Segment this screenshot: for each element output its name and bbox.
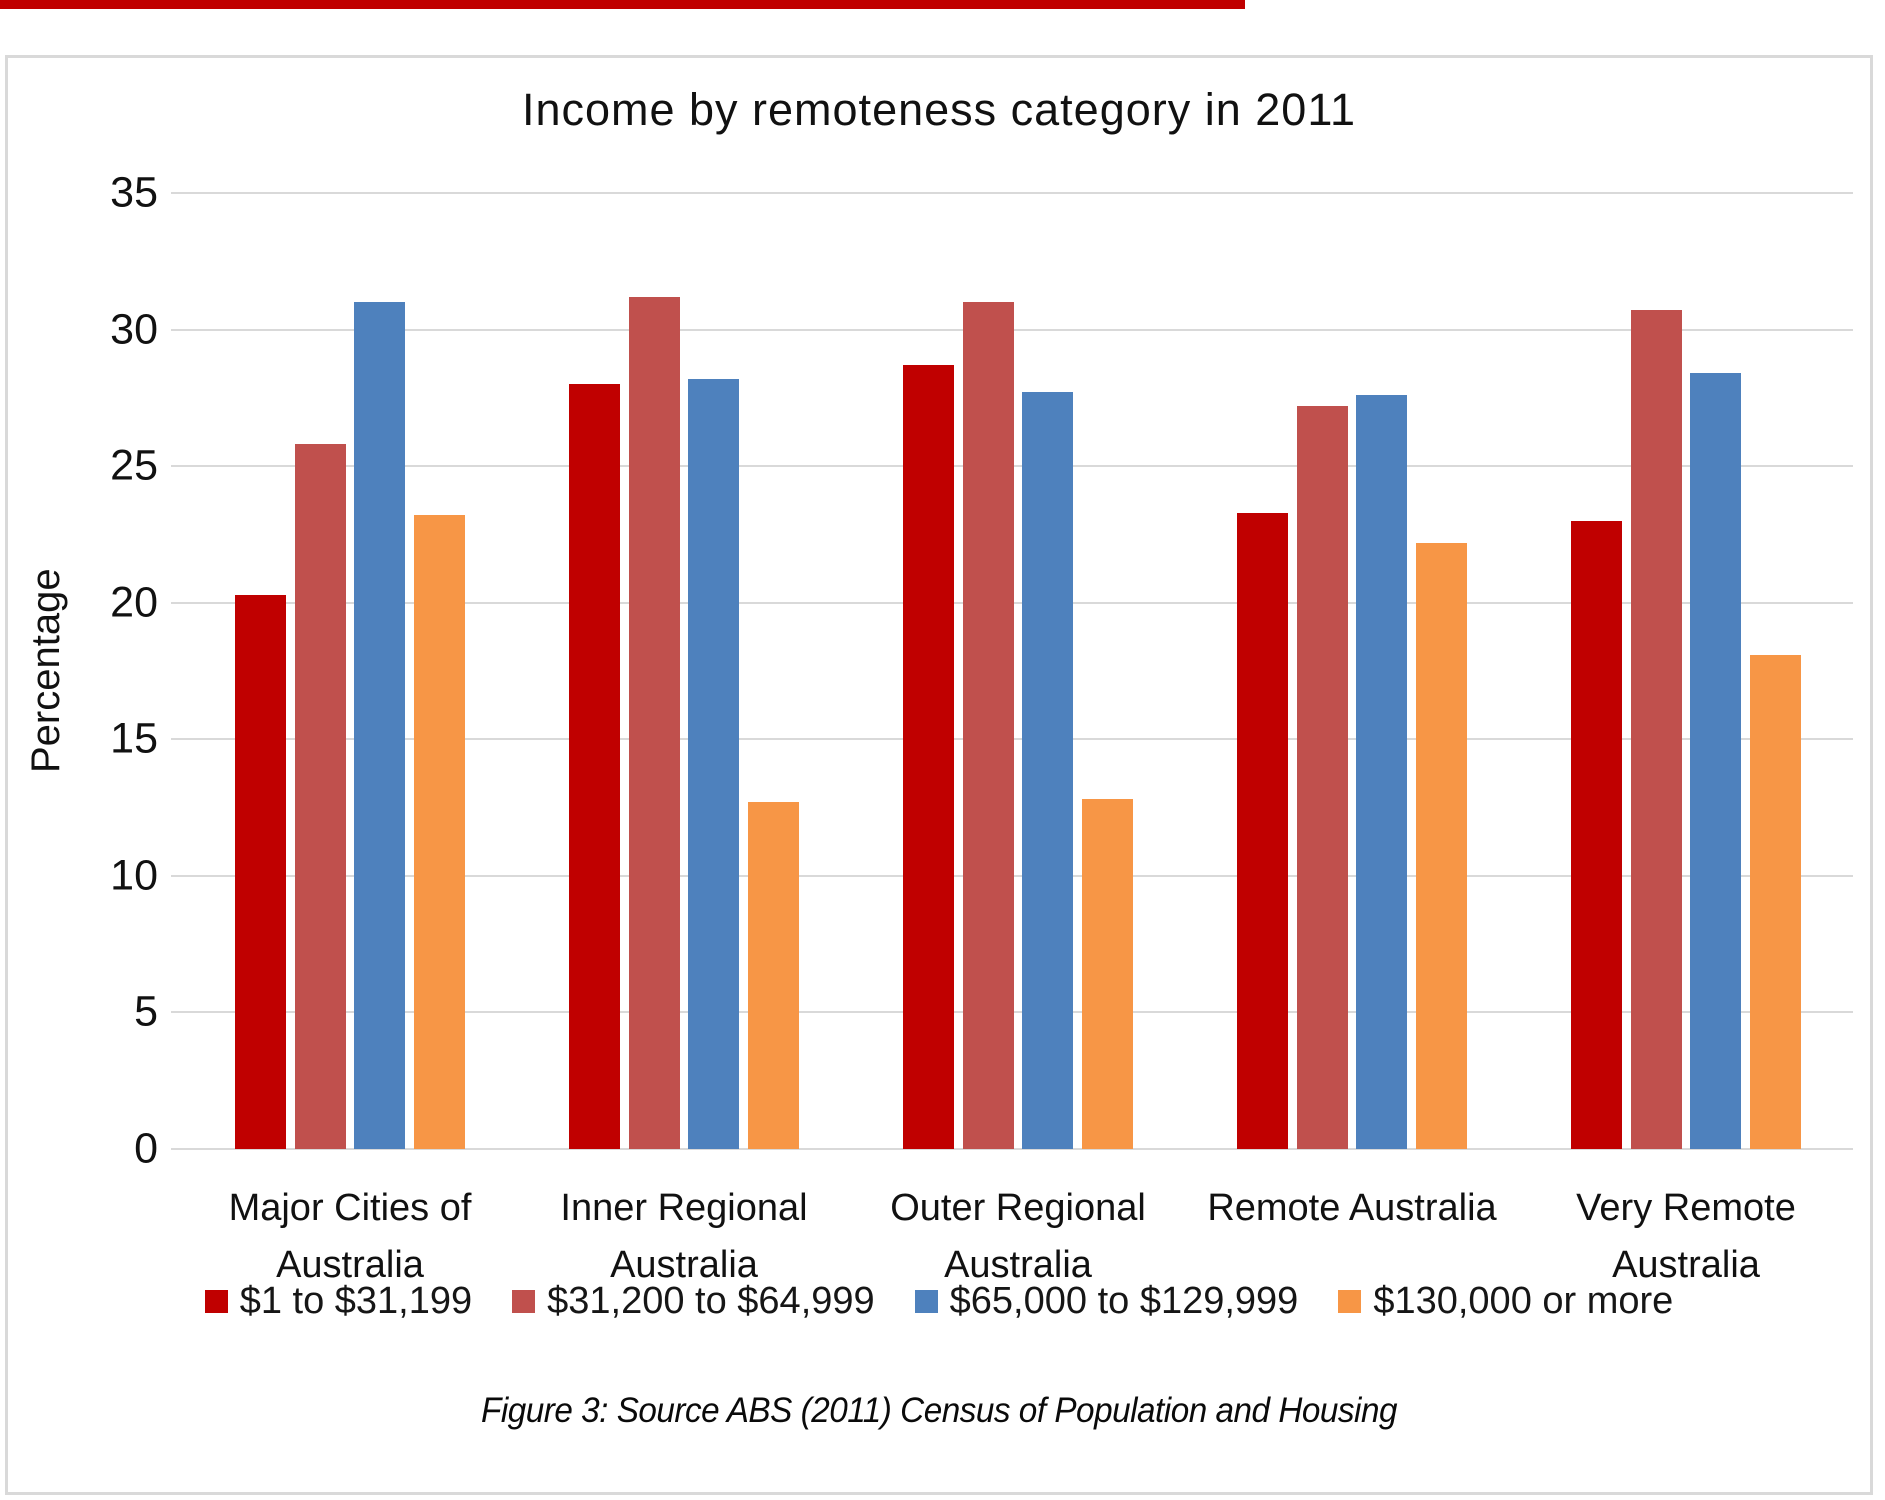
- bar-series3-group1: [354, 302, 406, 1149]
- bar-series4-group2: [747, 802, 799, 1149]
- legend-swatch-icon: [512, 1290, 536, 1313]
- bar-series2-group4: [1296, 406, 1348, 1149]
- y-tick-label-35: 35: [110, 168, 158, 217]
- category-label-line: Very Remote: [1576, 1187, 1796, 1229]
- category-label-line: Australia: [610, 1244, 758, 1286]
- bar-series1-group5: [1571, 520, 1623, 1149]
- legend-item-1: $1 to $31,199: [204, 1280, 473, 1323]
- gridline-35: [171, 192, 1853, 194]
- bar-group-1: [183, 193, 517, 1149]
- category-label-line: Australia: [944, 1244, 1092, 1286]
- category-label-line: Remote Australia: [1207, 1187, 1497, 1229]
- chart-container: Income by remoteness category in 2011 Pe…: [5, 55, 1873, 1495]
- legend-label: $31,200 to $64,999: [547, 1280, 875, 1322]
- legend-item-3: $65,000 to $129,999: [914, 1280, 1299, 1323]
- legend: $1 to $31,199 $31,200 to $64,999 $65,000 t…: [8, 1280, 1870, 1323]
- bar-series4-group4: [1415, 542, 1467, 1149]
- bar-series3-group3: [1022, 392, 1074, 1149]
- bar-series3-group5: [1690, 373, 1742, 1149]
- category-label-line: Inner Regional: [560, 1187, 808, 1229]
- category-label-5: Very Remote Australia: [1519, 1180, 1853, 1294]
- bar-series4-group1: [413, 515, 465, 1149]
- category-label-2: Inner Regional Australia: [517, 1180, 851, 1294]
- bar-series2-group5: [1630, 310, 1682, 1149]
- y-tick-label-0: 0: [134, 1124, 158, 1173]
- y-axis-tick-labels: 0 5 10 15 20 25 30 35: [8, 169, 158, 1173]
- bar-group-4: [1185, 193, 1519, 1149]
- legend-item-2: $31,200 to $64,999: [512, 1280, 875, 1323]
- bar-series3-group2: [688, 378, 740, 1149]
- gridline-0: [171, 1148, 1853, 1150]
- bar-series1-group2: [569, 384, 621, 1149]
- bar-group-3: [851, 193, 1185, 1149]
- category-label-line: Major Cities of: [228, 1187, 472, 1229]
- bar-series1-group1: [235, 594, 287, 1149]
- category-label-3: Outer Regional Australia: [851, 1180, 1185, 1294]
- bar-series2-group3: [962, 302, 1014, 1149]
- bar-series4-group3: [1081, 799, 1133, 1149]
- plot-area: [171, 192, 1853, 1150]
- top-red-strip: [0, 0, 1245, 9]
- legend-item-4: $130,000 or more: [1338, 1280, 1673, 1323]
- legend-swatch-icon: [204, 1290, 228, 1313]
- y-tick-label-25: 25: [110, 441, 158, 490]
- bar-series3-group4: [1356, 395, 1408, 1149]
- y-tick-label-15: 15: [110, 714, 158, 763]
- category-label-line: Australia: [1612, 1244, 1760, 1286]
- legend-swatch-icon: [1338, 1290, 1362, 1313]
- bar-series4-group5: [1749, 654, 1801, 1149]
- category-label-1: Major Cities of Australia: [183, 1180, 517, 1294]
- legend-swatch-icon: [914, 1290, 938, 1313]
- chart-title: Income by remoteness category in 2011: [521, 84, 1357, 135]
- category-label-4: Remote Australia: [1185, 1180, 1519, 1237]
- y-tick-label-20: 20: [110, 578, 158, 627]
- legend-label: $130,000 or more: [1373, 1280, 1674, 1322]
- y-tick-label-30: 30: [110, 305, 158, 354]
- bar-group-5: [1519, 193, 1853, 1149]
- bar-series1-group3: [903, 365, 955, 1149]
- category-label-line: Australia: [276, 1244, 424, 1286]
- bar-series2-group2: [628, 296, 680, 1149]
- bar-group-2: [517, 193, 851, 1149]
- legend-label: $1 to $31,199: [239, 1280, 473, 1322]
- bar-series1-group4: [1237, 512, 1289, 1149]
- legend-label: $65,000 to $129,999: [949, 1280, 1299, 1322]
- category-label-line: Outer Regional: [890, 1187, 1146, 1229]
- y-tick-label-5: 5: [134, 987, 158, 1036]
- figure-caption: Figure 3: Source ABS (2011) Census of Po…: [480, 1391, 1397, 1430]
- bar-series2-group1: [294, 444, 346, 1149]
- y-tick-label-10: 10: [110, 851, 158, 900]
